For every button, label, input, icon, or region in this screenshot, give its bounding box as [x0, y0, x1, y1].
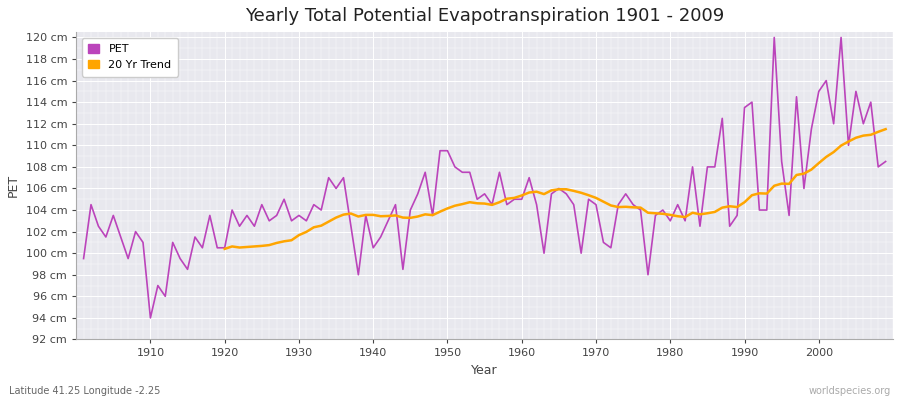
Title: Yearly Total Potential Evapotranspiration 1901 - 2009: Yearly Total Potential Evapotranspiratio… [245, 7, 724, 25]
Legend: PET, 20 Yr Trend: PET, 20 Yr Trend [82, 38, 178, 77]
Y-axis label: PET: PET [7, 174, 20, 197]
X-axis label: Year: Year [472, 364, 498, 377]
Text: worldspecies.org: worldspecies.org [809, 386, 891, 396]
Text: Latitude 41.25 Longitude -2.25: Latitude 41.25 Longitude -2.25 [9, 386, 160, 396]
